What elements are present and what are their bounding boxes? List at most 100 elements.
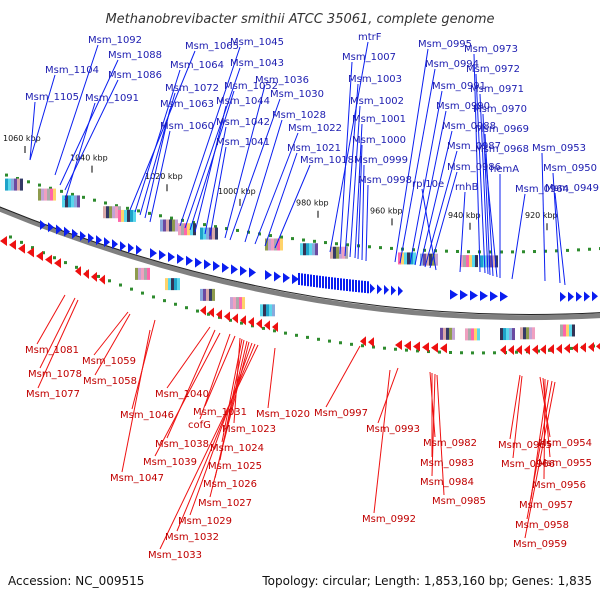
category-block — [529, 327, 532, 340]
label-msm-1042: Msm_1042 — [216, 117, 270, 128]
guide-dot — [423, 248, 426, 252]
forward-gene-arrow — [240, 265, 247, 276]
category-block — [236, 297, 239, 310]
label-msm-1052: Msm_1052 — [224, 81, 278, 92]
reverse-gene-arrow — [422, 342, 429, 353]
label-msm-1003: Msm_1003 — [348, 74, 402, 85]
label-msm-1025: Msm_1025 — [208, 461, 262, 472]
label-msm-0983: Msm_0983 — [420, 458, 474, 469]
guide-dot — [71, 192, 74, 196]
kbp-tick-label: 980 kbp — [296, 199, 329, 208]
label-msm-1045: Msm_1045 — [230, 37, 284, 48]
category-block — [260, 304, 263, 317]
guide-dot — [119, 283, 122, 287]
leader-msm-1030 — [229, 98, 281, 241]
category-block — [190, 223, 193, 236]
label-msm-0965: Msm_0965 — [498, 440, 552, 451]
leader-msm-1059 — [93, 311, 129, 356]
category-block — [242, 297, 245, 310]
label-msm-0970: Msm_0970 — [473, 104, 527, 115]
forward-gene-arrow — [186, 255, 193, 266]
guide-dot — [170, 216, 173, 220]
label-msm-1027: Msm_1027 — [198, 498, 252, 509]
category-block — [309, 243, 312, 256]
label-msm-1041: Msm_1041 — [216, 137, 270, 148]
label-msm-0971: Msm_0971 — [470, 84, 524, 95]
guide-dot — [42, 251, 45, 255]
kbp-tick-label: 1020 kbp — [145, 172, 183, 181]
forward-gene-arrow — [112, 239, 118, 250]
guide-dot — [324, 241, 327, 245]
forward-gene-block — [346, 279, 348, 292]
category-block — [480, 255, 483, 268]
reverse-gene-arrow — [596, 342, 600, 350]
reverse-gene-arrow — [0, 236, 7, 246]
guide-dot — [438, 350, 441, 354]
leader-msm-1024 — [221, 338, 243, 443]
category-block — [277, 238, 280, 251]
guide-dot — [361, 344, 364, 348]
category-block — [469, 255, 472, 268]
guide-dot — [273, 329, 276, 333]
forward-gene-arrow — [177, 253, 184, 264]
category-block — [193, 223, 196, 236]
category-block — [465, 328, 468, 341]
guide-dot — [262, 326, 265, 330]
leader-msm-1002 — [349, 105, 361, 258]
category-block — [160, 219, 163, 232]
guide-dot — [317, 337, 320, 341]
guide-dot — [93, 198, 96, 202]
reverse-gene-arrow — [532, 344, 538, 355]
leader-msm-1104 — [29, 74, 56, 161]
category-block — [266, 304, 269, 317]
kbp-tick-label: 1060 kbp — [3, 134, 41, 143]
category-block — [401, 252, 404, 265]
reverse-gene-arrow — [524, 344, 530, 355]
category-block — [200, 288, 203, 301]
label-msm-0954: Msm_0954 — [538, 438, 592, 449]
guide-dot — [306, 335, 309, 339]
forward-gene-arrow — [292, 274, 299, 285]
leader-msm-1063 — [144, 108, 171, 219]
reverse-gene-arrow — [272, 322, 278, 333]
reverse-gene-arrow — [248, 316, 254, 327]
forward-gene-arrow — [283, 272, 290, 283]
forward-gene-arrow — [490, 291, 498, 302]
guide-dot — [570, 346, 573, 350]
category-block — [121, 209, 124, 222]
category-block — [127, 209, 130, 222]
label-msm-1000: Msm_1000 — [352, 135, 406, 146]
leader-msm-0994 — [399, 68, 436, 264]
forward-gene-arrow — [370, 283, 375, 294]
guide-dot — [482, 351, 485, 355]
category-block — [215, 227, 218, 240]
category-block — [17, 178, 20, 191]
guide-dot — [97, 274, 100, 278]
forward-gene-block — [367, 281, 369, 294]
leader-msm-0968 — [484, 153, 498, 278]
leader-msm-0953 — [541, 152, 546, 282]
guide-dot — [229, 318, 232, 322]
forward-gene-block — [352, 279, 354, 292]
reverse-gene-arrow — [36, 251, 43, 262]
category-block — [168, 278, 171, 291]
leader-msm-1007 — [339, 61, 353, 255]
leader-msm-1029 — [189, 342, 253, 516]
category-block — [203, 227, 206, 240]
category-block — [138, 267, 141, 280]
forward-gene-arrow — [104, 237, 110, 248]
guide-dot — [240, 321, 243, 325]
guide-dot — [207, 312, 210, 316]
category-block — [452, 327, 455, 340]
category-block — [315, 243, 318, 256]
reverse-gene-arrow — [232, 313, 238, 324]
leader-msm-0973 — [473, 53, 481, 273]
forward-gene-block — [349, 279, 351, 292]
accession-text: Accession: NC_009515 — [8, 574, 144, 588]
category-block — [135, 267, 138, 280]
guide-dot — [9, 235, 12, 239]
category-block — [492, 255, 495, 268]
category-block — [65, 195, 68, 208]
guide-dot — [64, 261, 67, 265]
label-msm-0964: Msm_0964 — [515, 184, 569, 195]
